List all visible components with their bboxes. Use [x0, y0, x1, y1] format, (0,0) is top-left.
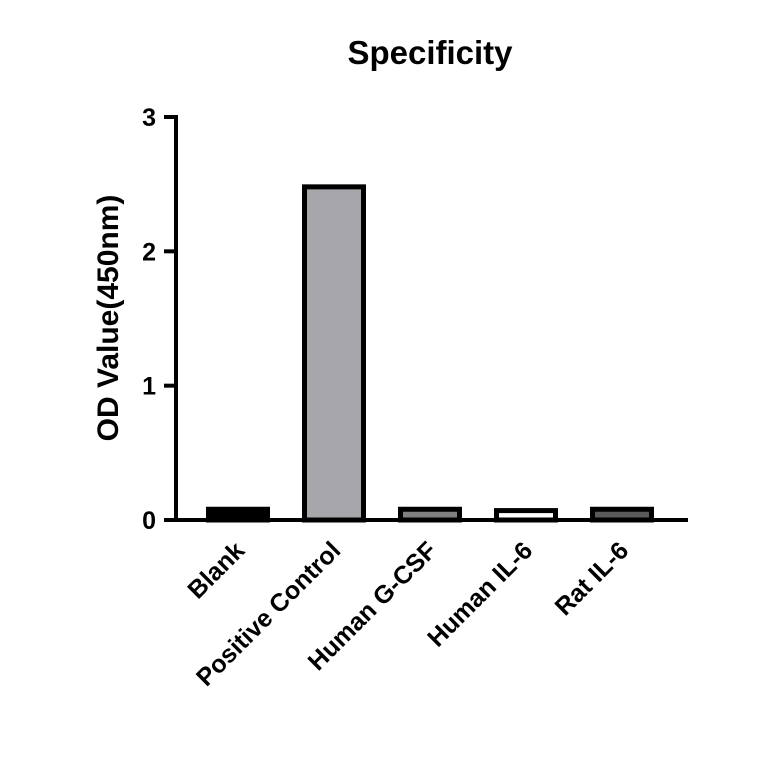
y-tick-label: 0 [142, 507, 156, 535]
y-tick-label: 3 [142, 104, 156, 132]
y-tick-label: 1 [142, 373, 156, 401]
bar-positive-control [302, 184, 366, 523]
y-axis-label: OD Value(450nm) [92, 195, 125, 442]
y-ticks-group: 0 1 2 3 [142, 104, 176, 535]
x-category-label: Blank [182, 536, 250, 604]
chart-title: Specificity [347, 34, 513, 71]
bars-group [206, 184, 654, 523]
x-category-label: Rat IL-6 [550, 536, 635, 621]
y-tick-label: 2 [142, 238, 156, 266]
axes-group [174, 115, 688, 522]
